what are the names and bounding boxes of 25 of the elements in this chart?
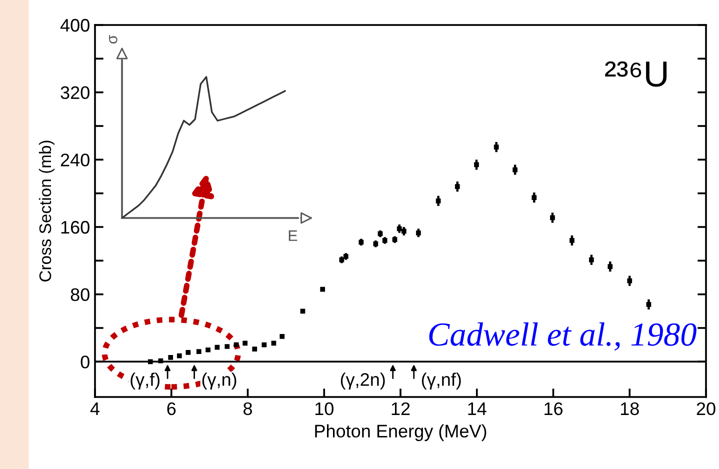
annotation: (γ,2n) xyxy=(340,372,385,390)
x-tick-label: 14 xyxy=(468,402,486,415)
y-tick-label: 400 xyxy=(60,18,90,32)
annotation: ²³⁶U xyxy=(605,61,667,87)
x-tick-label: 10 xyxy=(315,402,334,416)
x-tick-label: 12 xyxy=(392,402,410,415)
x-axis-title: Photon Energy (MeV) xyxy=(315,424,486,442)
x-tick-label: 8 xyxy=(244,402,252,416)
y-tick-label: 80 xyxy=(70,288,90,302)
y-tick-label: 320 xyxy=(60,86,90,100)
x-tick-label: 20 xyxy=(696,402,716,416)
y-tick-label: 0 xyxy=(80,356,90,368)
x-tick-label: 16 xyxy=(544,402,562,416)
annotation: (γ,n) xyxy=(202,372,236,390)
annotation: Cadwell et al., 1980 xyxy=(429,322,696,351)
y-tick-label: 240 xyxy=(60,154,90,166)
x-tick-label: 6 xyxy=(167,402,176,416)
annotation: (γ,f) xyxy=(130,372,160,390)
annotation: (γ,nf) xyxy=(422,372,461,390)
y-tick-label: 160 xyxy=(61,220,90,234)
y-axis-title: σ xyxy=(109,34,118,44)
x-tick-label: 18 xyxy=(620,402,639,416)
y-axis-title: Cross Section (mb) xyxy=(38,140,54,282)
x-tick-label: 4 xyxy=(90,402,100,415)
x-axis-title: E xyxy=(288,230,298,241)
